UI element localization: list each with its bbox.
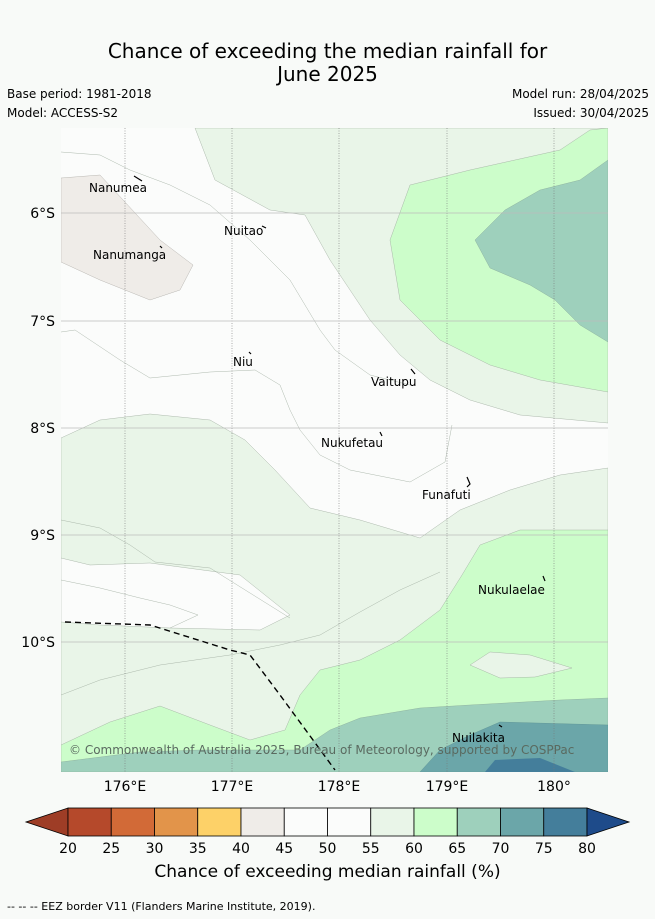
colorbar-tick-label: 60 (405, 841, 423, 857)
contour-line-1 (61, 151, 411, 386)
colorbar-tick-label: 80 (578, 841, 596, 857)
colorbar-tick-label: 30 (146, 841, 164, 857)
colorbar-tick-label: 50 (319, 841, 337, 857)
island-nuilakita (498, 724, 503, 728)
colorbar-cell (500, 807, 545, 837)
place-label: Niu (233, 355, 253, 369)
colorbar-cell (154, 807, 199, 837)
island-funafuti (466, 476, 471, 488)
rainfall-contours (61, 128, 608, 772)
island-nanumea (133, 175, 143, 182)
model-name: Model: ACCESS-S2 (7, 106, 119, 120)
island-vaitupu (410, 368, 416, 375)
place-label: Nukulaelae (478, 583, 545, 597)
colorbar-cell (197, 807, 242, 837)
colorbar-cell (110, 807, 155, 837)
contour-line-5 (61, 571, 441, 696)
region-70-75-south (419, 721, 608, 772)
colorbar-cells (67, 807, 588, 837)
colorbar-tick-label: 70 (492, 841, 510, 857)
island-nanumanga (159, 245, 163, 249)
colorbar-cell (543, 807, 588, 837)
colorbar-cell (240, 807, 285, 837)
lon-label: 176°E (104, 779, 147, 795)
title-line-1: Chance of exceeding the median rainfall … (107, 39, 548, 63)
lon-label: 178°E (318, 779, 361, 795)
place-label: Nuitao (224, 224, 263, 238)
copyright-notice: © Commonwealth of Australia 2025, Bureau… (69, 743, 574, 757)
colorbar-cell (327, 807, 372, 837)
lon-label: 177°E (211, 779, 254, 795)
title-line-2: June 2025 (277, 62, 378, 86)
model-run: Model run: 28/04/2025 (511, 87, 649, 101)
colorbar: 20 25 30 35 40 45 50 55 60 65 70 75 80 (24, 807, 631, 857)
place-label: Nuilakita (452, 731, 505, 745)
island-nukulaelae (542, 575, 546, 582)
colorbar-tick-label: 20 (59, 841, 77, 857)
place-label: Nukufetau (321, 436, 383, 450)
colorbar-cell (67, 807, 112, 837)
colorbar-tick-label: 25 (102, 841, 120, 857)
map-title: Chance of exceeding the median rainfall … (0, 40, 655, 86)
island-shapes (133, 175, 546, 728)
colorbar-tick-label: 65 (448, 841, 466, 857)
longitude-labels: 176°E 177°E 178°E 179°E 180° (104, 779, 571, 795)
base-period: Base period: 1981-2018 (7, 87, 152, 101)
place-label: Nanumanga (93, 248, 166, 262)
colorbar-tick-label: 40 (232, 841, 250, 857)
lat-label: 7°S (30, 314, 55, 330)
latitude-gridlines (61, 212, 608, 643)
contour-line-3 (61, 519, 291, 619)
region-55-60-island (469, 651, 573, 679)
lon-label: 179°E (426, 779, 469, 795)
issued-date: Issued: 30/04/2025 (533, 106, 649, 120)
lat-label: 10°S (21, 635, 55, 651)
colorbar-cell (370, 807, 415, 837)
lat-label: 8°S (30, 421, 55, 437)
colorbar-ticks: 20 25 30 35 40 45 50 55 60 65 70 75 80 (59, 841, 596, 857)
region-65-70-north (474, 159, 608, 343)
place-label: Vaitupu (371, 375, 417, 389)
colorbar-tick-label: 45 (275, 841, 293, 857)
latitude-labels: 6°S 7°S 8°S 9°S 10°S (21, 206, 55, 651)
colorbar-high-arrow (586, 807, 631, 837)
region-75-80-south (485, 758, 575, 772)
island-niu (248, 351, 252, 355)
lat-label: 9°S (30, 528, 55, 544)
place-label: Funafuti (422, 488, 471, 502)
island-nuitao (261, 225, 267, 229)
colorbar-label: Chance of exceeding median rainfall (%) (154, 862, 501, 882)
colorbar-cell (283, 807, 328, 837)
colorbar-cell (413, 807, 458, 837)
lat-label: 6°S (30, 206, 55, 222)
contour-line-4 (61, 579, 199, 629)
colorbar-tick-label: 35 (189, 841, 207, 857)
colorbar-low-arrow (24, 807, 69, 837)
lon-label: 180° (537, 779, 571, 795)
region-45-55-lens (61, 557, 291, 631)
colorbar-tick-label: 55 (362, 841, 380, 857)
region-40-45-west (61, 174, 194, 301)
eez-border-line (64, 621, 336, 771)
colorbar-cell (456, 807, 501, 837)
island-nukufetau (379, 431, 383, 437)
eez-footnote: -- -- -- EEZ border V11 (Flanders Marine… (7, 900, 316, 913)
colorbar-tick-label: 75 (535, 841, 553, 857)
place-label: Nanumea (89, 181, 147, 195)
